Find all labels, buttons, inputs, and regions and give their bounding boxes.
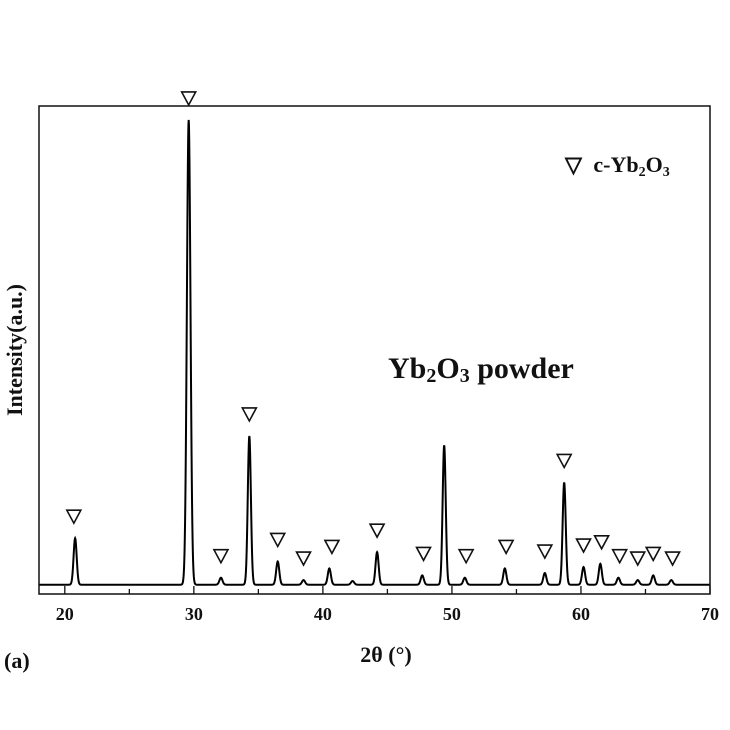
peak-marker (415, 546, 432, 563)
peak-marker (664, 551, 681, 567)
annotation-main: Yb (388, 352, 426, 385)
legend-entry: ▽ c-Yb2O3 (564, 152, 670, 180)
legend-label-main: c-Yb (593, 152, 638, 177)
y-axis-label: Intensity(a.u.) (2, 284, 27, 416)
peak-marker (65, 509, 83, 525)
chart-annotation: Yb2O3 powder (388, 352, 574, 387)
plot-area (39, 91, 710, 586)
peak-marker (536, 544, 554, 560)
panel-label: (a) (4, 648, 30, 673)
plot-frame (38, 105, 711, 595)
peak-marker (611, 548, 629, 565)
annotation-sub1: 2 (426, 365, 436, 387)
peak-marker (497, 539, 515, 556)
legend-label-sub2: 3 (663, 165, 670, 180)
peak-marker (240, 407, 258, 423)
peak-marker (323, 539, 341, 556)
peak-marker (212, 548, 230, 565)
x-tick-label: 70 (701, 604, 719, 624)
x-tick-label: 30 (185, 604, 203, 624)
x-axis-label: 2θ (°) (360, 642, 411, 667)
legend-label-mid: O (646, 152, 663, 177)
x-tick-label: 40 (314, 604, 332, 624)
peak-marker (368, 523, 386, 539)
peak-marker (295, 551, 312, 567)
legend-label-sub1: 2 (639, 165, 646, 180)
peak-marker (457, 548, 475, 565)
peak-marker (575, 538, 592, 554)
annotation-mid: O (436, 352, 459, 385)
xrd-series-line (39, 119, 710, 586)
legend-symbol: ▽ (564, 152, 583, 177)
annotation-sub2: 3 (460, 365, 470, 387)
peak-marker (629, 551, 647, 567)
x-axis-ticks: 20 30 40 50 60 70 (56, 586, 719, 624)
peak-marker (593, 534, 610, 551)
annotation-rest: powder (470, 352, 574, 385)
x-tick-label: 60 (572, 604, 590, 624)
peak-marker (269, 532, 287, 549)
peak-marker (644, 546, 662, 563)
peak-marker (180, 91, 198, 107)
x-tick-label: 50 (443, 604, 461, 624)
peak-marker (555, 453, 573, 470)
x-tick-label: 20 (56, 604, 74, 624)
